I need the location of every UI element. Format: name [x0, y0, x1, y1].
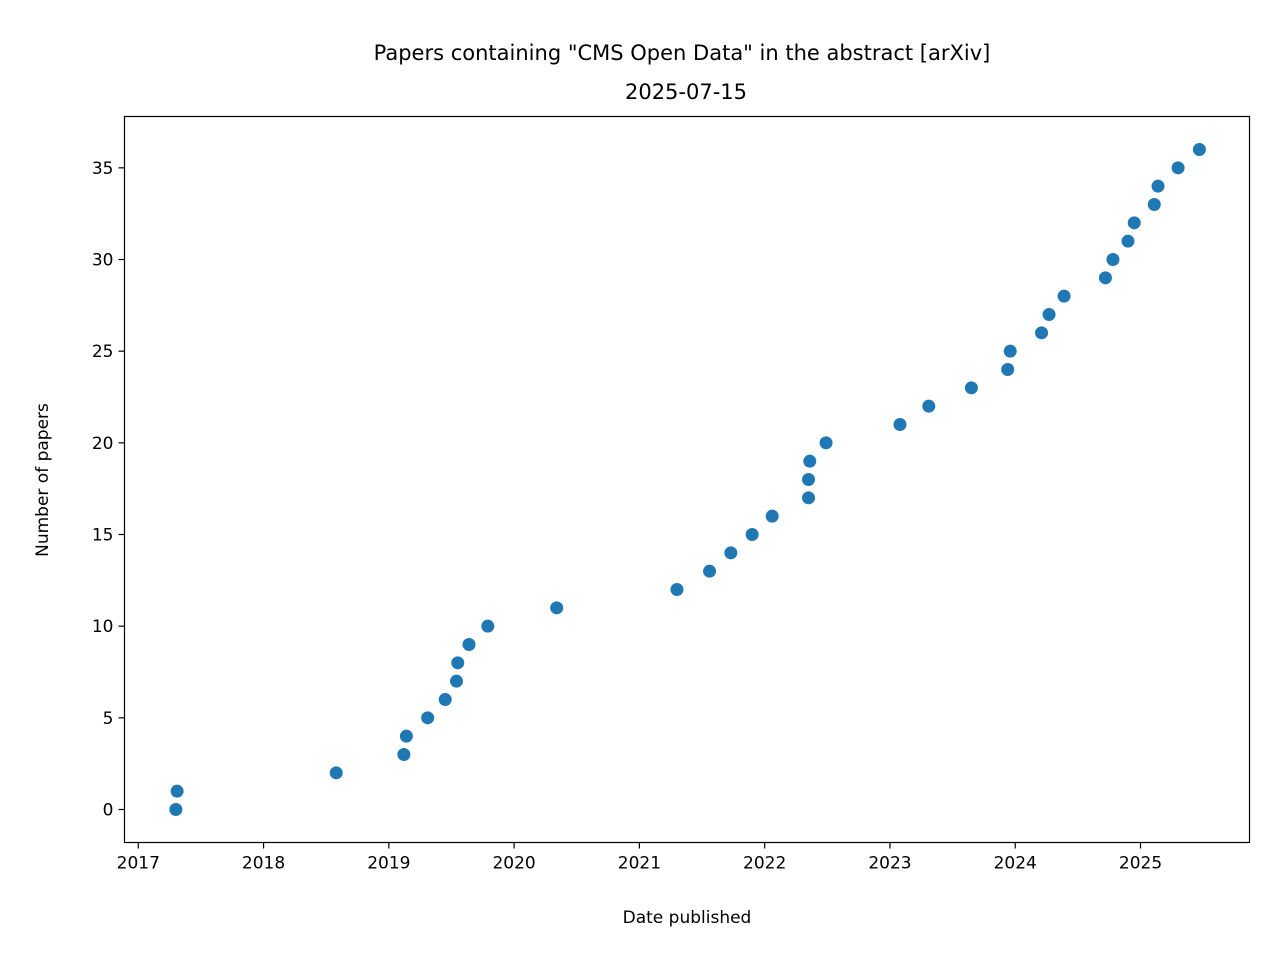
data-point [1147, 198, 1161, 211]
chart-subtitle: 2025-07-15 [625, 80, 747, 104]
data-point [745, 528, 759, 541]
data-point [802, 491, 816, 505]
data-points [169, 143, 1206, 816]
data-point [1042, 308, 1056, 321]
x-tick-label: 2025 [1119, 854, 1162, 874]
x-tick-label: 2022 [743, 854, 786, 874]
x-tick-label: 2024 [994, 854, 1037, 874]
data-point [803, 454, 817, 468]
data-point [1003, 344, 1017, 358]
data-point [438, 693, 452, 706]
data-point [1171, 161, 1185, 175]
data-point [550, 601, 564, 615]
y-tick-label: 25 [92, 342, 114, 362]
chart-title: Papers containing "CMS Open Data" in the… [374, 41, 991, 65]
data-point [169, 803, 183, 816]
data-point [462, 638, 476, 651]
data-point [922, 399, 936, 413]
data-point [1001, 363, 1015, 376]
data-point [724, 546, 738, 560]
data-point [765, 509, 779, 523]
y-tick-label: 30 [92, 251, 114, 271]
data-point [170, 784, 184, 798]
data-point [893, 418, 907, 431]
data-point [1192, 143, 1206, 156]
data-point [1106, 253, 1120, 266]
x-tick-label: 2020 [492, 854, 535, 874]
data-point [1098, 271, 1112, 285]
y-axis-ticks: 0 5 10 15 20 25 30 35 [92, 159, 125, 821]
data-point [819, 436, 833, 450]
data-point [397, 748, 411, 761]
data-point [1127, 216, 1141, 230]
data-point [1151, 179, 1165, 193]
y-tick-label: 5 [103, 709, 114, 729]
x-tick-label: 2019 [367, 854, 410, 874]
x-tick-label: 2018 [242, 854, 285, 874]
y-tick-label: 20 [92, 434, 114, 454]
data-point [421, 711, 435, 725]
x-tick-label: 2021 [618, 854, 661, 874]
data-point [964, 381, 978, 395]
y-axis-label: Number of papers [33, 403, 53, 557]
y-tick-label: 0 [103, 801, 114, 821]
data-point [329, 766, 343, 780]
data-point [451, 656, 465, 670]
x-axis-label: Date published [623, 908, 752, 928]
y-tick-label: 10 [92, 617, 114, 637]
x-tick-label: 2023 [868, 854, 911, 874]
data-point [1057, 289, 1071, 303]
y-tick-label: 35 [92, 159, 114, 179]
x-axis-ticks: 2017 2018 2019 2020 2021 2022 2023 2024 2025 [117, 842, 1162, 874]
data-point [449, 674, 463, 688]
x-tick-label: 2017 [117, 854, 160, 874]
data-point [399, 729, 413, 743]
data-point [802, 473, 816, 486]
data-point [1035, 326, 1049, 340]
data-point [703, 564, 717, 578]
y-tick-label: 15 [92, 526, 114, 546]
data-point [670, 583, 684, 596]
data-point [481, 619, 495, 633]
data-point [1121, 234, 1135, 248]
plot-frame [123, 115, 1251, 844]
